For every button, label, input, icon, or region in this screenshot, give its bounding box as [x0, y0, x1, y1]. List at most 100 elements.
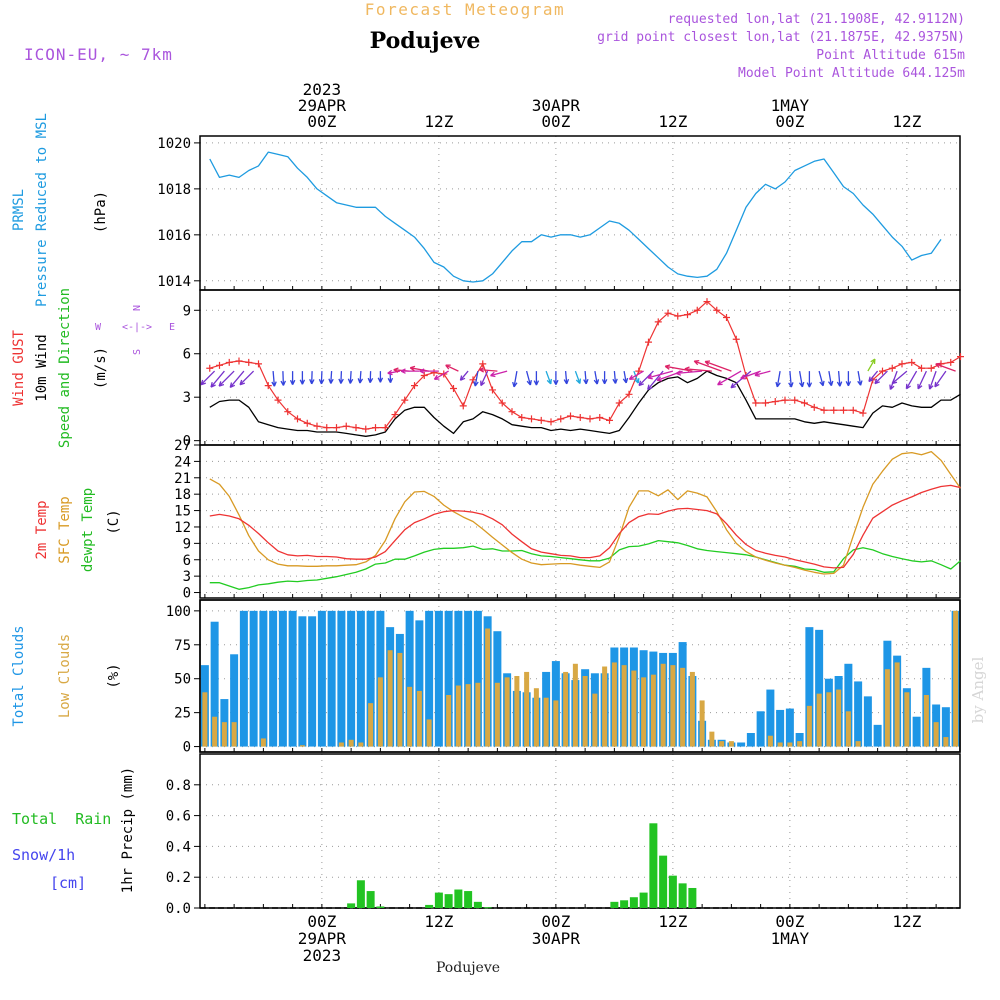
precip-bar [444, 894, 453, 908]
temp-ytick-label: 3 [183, 569, 191, 585]
low-cloud-bar [777, 742, 783, 747]
total-cloud-bar [434, 610, 443, 747]
clouds-frame-top [199, 599, 961, 753]
gust-point [752, 399, 760, 407]
time-label-top: 30APR [532, 96, 581, 115]
precip-label-snow: Snow/1h [12, 846, 75, 864]
low-cloud-bar [894, 662, 900, 747]
low-cloud-bar [543, 697, 549, 747]
gust-point [810, 403, 818, 411]
gust-point [528, 415, 535, 423]
gust-point [459, 402, 467, 410]
precip-bar [347, 903, 356, 908]
low-cloud-bar [368, 703, 374, 747]
low-cloud-bar [660, 663, 666, 747]
gust-point [498, 399, 506, 407]
total-cloud-bar [269, 610, 278, 747]
total-cloud-bar [464, 610, 473, 747]
clouds-unit: (%) [106, 663, 122, 688]
time-label-bottom: 12Z [658, 912, 687, 931]
low-cloud-bar [377, 677, 383, 747]
precip-bar [454, 889, 463, 908]
total-cloud-bar [766, 689, 775, 747]
low-cloud-bar [816, 693, 822, 747]
precip-bar [639, 892, 648, 908]
grid-point-coords: grid point closest lon,lat (21.1875E, 42… [597, 30, 965, 45]
precip-bar [678, 883, 687, 908]
precip-label-rain: Total Rain [12, 810, 111, 828]
wind-label-gust: Wind GUST [11, 330, 27, 406]
requested-coords: requested lon,lat (21.1908E, 42.9112N) [668, 12, 965, 27]
total-cloud-bar [239, 610, 248, 747]
gust-point [674, 312, 682, 320]
precip-bar [356, 880, 365, 908]
compass-rose: W <-|-> E N S [95, 305, 175, 355]
temp-ytick-label: 27 [174, 438, 191, 454]
low-cloud-bar [485, 628, 491, 747]
wind-direction-arrow [647, 370, 674, 380]
wind-direction-arrow [806, 371, 813, 388]
precip-ylabel: 1hr Precip (mm) [120, 767, 136, 893]
total-cloud-bar [308, 616, 317, 747]
precip-frame [199, 753, 961, 909]
wind-unit: (m/s) [93, 347, 109, 389]
precip-bar [610, 901, 619, 908]
wind-direction-arrow [684, 366, 712, 372]
total-cloud-bar [337, 610, 346, 747]
clouds-label-total: Total Clouds [11, 625, 27, 726]
gust-point [918, 364, 925, 372]
temp-ytick-label: 15 [174, 504, 191, 520]
total-cloud-bar [454, 610, 463, 747]
gust-point [206, 364, 214, 372]
pressure-side-label: PRMSL Pressure Reduced to MSL (hPa) [11, 113, 109, 307]
gust-point [342, 422, 350, 430]
time-label-bottom: 29APR [298, 929, 347, 948]
low-cloud-bar [699, 700, 705, 747]
precip-label-cm: [cm] [50, 874, 86, 892]
total-cloud-bar [912, 716, 921, 747]
wind-direction-arrow [593, 370, 600, 385]
total-cloud-bar [873, 724, 882, 747]
low-cloud-bar [923, 695, 929, 747]
time-label-top: 12Z [658, 112, 687, 131]
low-cloud-bar [407, 686, 413, 747]
pressure-label-line2: Pressure Reduced to MSL [34, 113, 50, 307]
wind-direction-arrow [622, 370, 629, 384]
low-cloud-bar [602, 666, 608, 747]
wind-direction-arrow [704, 360, 732, 372]
precip-bar [483, 907, 492, 909]
wind-direction-arrow [218, 370, 235, 387]
gust-point [781, 396, 789, 404]
wind-direction-arrow [868, 370, 879, 383]
wind-direction-arrow [754, 370, 771, 377]
wind-direction-arrow [299, 371, 306, 385]
low-cloud-bar [836, 689, 842, 747]
low-cloud-bar [689, 671, 695, 747]
wind-direction-arrow [717, 370, 742, 386]
total-cloud-bar [288, 610, 297, 747]
gust-point [713, 306, 721, 314]
wind-frame [199, 289, 961, 446]
gust-point [791, 396, 799, 404]
clouds-side-label: Total Clouds Low Clouds (%) [11, 625, 122, 726]
total-cloud-bar [444, 610, 453, 747]
total-cloud-bar [415, 620, 424, 747]
precip-bar [366, 891, 375, 908]
temp-ytick-label: 24 [174, 454, 191, 470]
total-cloud-bar [863, 696, 872, 747]
total-cloud-bar [405, 610, 414, 747]
low-cloud-bar [650, 674, 656, 747]
wind-direction-arrow [798, 370, 805, 388]
total-cloud-bar [327, 610, 336, 747]
temp-label-sfc: SFC Temp [57, 496, 73, 563]
wind-direction-arrow [525, 370, 532, 386]
total-cloud-bar [737, 742, 746, 747]
low-cloud-bar [416, 690, 422, 747]
wind-label-10m: 10m Wind [34, 334, 50, 401]
wind-direction-arrow [612, 371, 618, 384]
low-cloud-bar [943, 737, 949, 747]
gust-point [362, 425, 370, 433]
wind-direction-arrow [928, 370, 937, 390]
